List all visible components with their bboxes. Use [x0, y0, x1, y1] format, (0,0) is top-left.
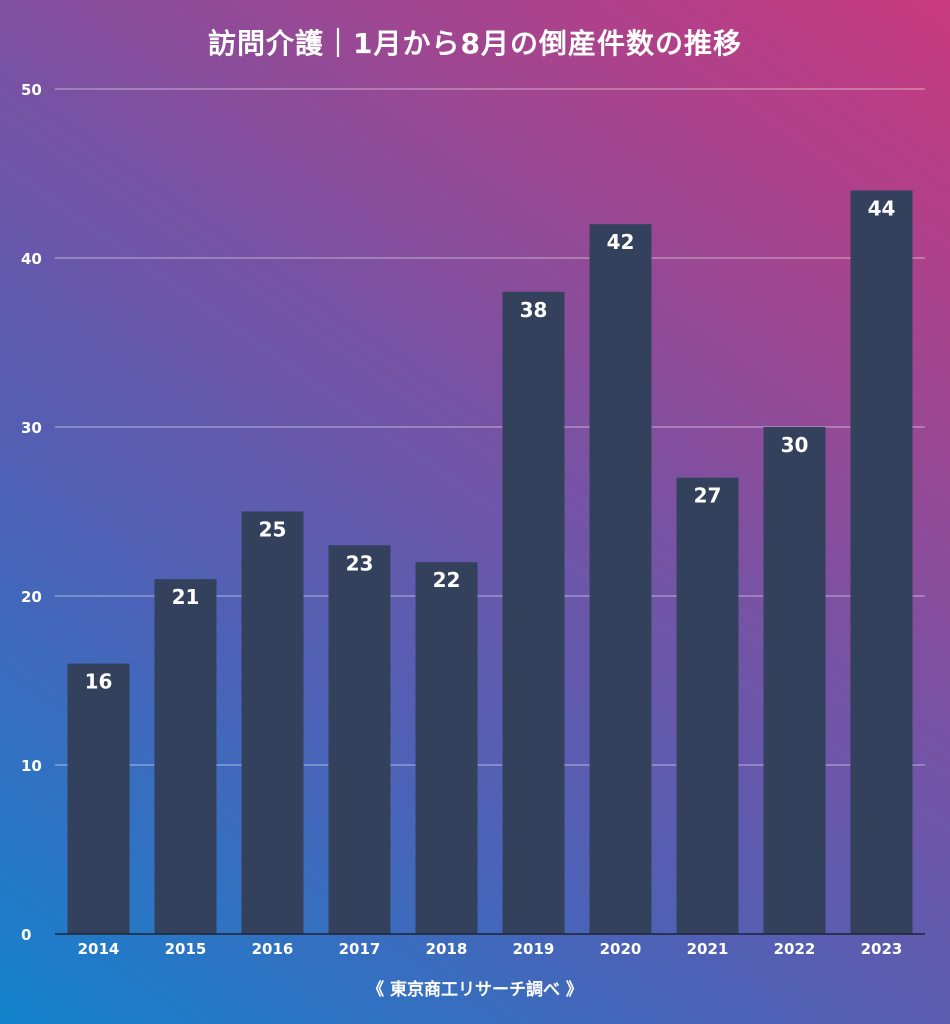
bar-2014	[67, 663, 130, 934]
x-tick-label-2022: 2022	[774, 940, 816, 958]
bar-2016	[241, 511, 304, 934]
data-label-2022: 30	[781, 433, 809, 457]
x-tick-label-2014: 2014	[78, 940, 120, 958]
bar-2018	[415, 562, 478, 934]
bar-2015	[154, 579, 217, 934]
bar-2023	[850, 190, 913, 934]
y-tick-label-10: 10	[21, 757, 42, 775]
x-tick-label-2016: 2016	[252, 940, 294, 958]
bar-2022	[763, 427, 826, 934]
y-tick-label-0: 0	[21, 926, 31, 944]
bar-2019	[502, 291, 565, 934]
bar-2017	[328, 545, 391, 934]
x-tick-label-2019: 2019	[513, 940, 555, 958]
data-label-2016: 25	[259, 518, 287, 542]
data-label-2020: 42	[607, 230, 635, 254]
x-tick-label-2023: 2023	[861, 940, 903, 958]
y-tick-label-20: 20	[21, 588, 42, 606]
data-label-2023: 44	[868, 196, 896, 220]
y-tick-label-40: 40	[21, 250, 42, 268]
x-tick-label-2018: 2018	[426, 940, 468, 958]
y-tick-label-50: 50	[21, 81, 42, 99]
data-label-2021: 27	[694, 484, 722, 508]
data-label-2019: 38	[520, 298, 548, 322]
y-tick-label-30: 30	[21, 419, 42, 437]
data-label-2018: 22	[433, 568, 461, 592]
data-label-2015: 21	[172, 585, 200, 609]
chart-source-note: 《 東京商工リサーチ調べ 》	[367, 980, 583, 1000]
bar-2020	[589, 224, 652, 934]
chart-title: 訪問介護｜1月から8月の倒産件数の推移	[208, 27, 742, 60]
data-label-2017: 23	[346, 551, 374, 575]
x-tick-label-2017: 2017	[339, 940, 381, 958]
x-tick-label-2021: 2021	[687, 940, 729, 958]
bar-2021	[676, 477, 739, 934]
data-label-2014: 16	[85, 670, 113, 694]
x-tick-label-2015: 2015	[165, 940, 207, 958]
x-tick-label-2020: 2020	[600, 940, 642, 958]
